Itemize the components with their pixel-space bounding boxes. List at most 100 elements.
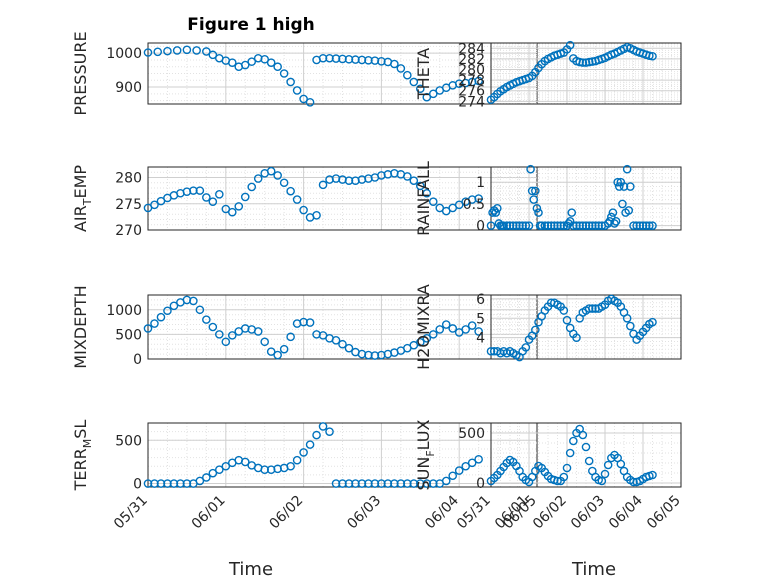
data-point <box>195 476 205 486</box>
data-point <box>169 479 179 488</box>
data-point <box>215 330 224 339</box>
data-point <box>331 54 341 63</box>
data-point <box>645 51 654 61</box>
data-point <box>648 317 657 327</box>
data-point <box>163 479 172 488</box>
data-point <box>247 57 257 66</box>
data-point <box>227 331 237 340</box>
data-point <box>448 471 458 481</box>
data-point <box>531 186 540 196</box>
data-point <box>415 84 425 94</box>
y-tick-label: 1 <box>476 175 485 191</box>
data-point <box>325 53 334 63</box>
data-point <box>600 469 610 479</box>
data-point <box>448 324 458 333</box>
data-point <box>156 479 166 488</box>
data-point <box>629 477 638 487</box>
data-point <box>486 221 496 230</box>
data-point <box>325 427 334 436</box>
data-point <box>150 319 159 328</box>
data-point <box>331 479 341 488</box>
data-point <box>215 189 224 199</box>
data-point <box>575 221 584 230</box>
data-point <box>253 174 263 183</box>
data-point <box>461 461 470 471</box>
data-point <box>540 221 550 230</box>
data-point <box>208 197 218 206</box>
data-point <box>474 194 483 203</box>
data-point <box>266 166 276 176</box>
data-point <box>488 208 497 217</box>
data-point <box>195 305 205 315</box>
data-point <box>286 332 295 342</box>
data-point <box>581 58 591 67</box>
data-point <box>521 221 531 230</box>
data-point <box>454 466 464 475</box>
data-point <box>153 47 163 57</box>
data-point <box>626 321 635 331</box>
data-point <box>240 457 250 467</box>
data-point <box>143 324 153 333</box>
data-point <box>594 221 603 230</box>
data-point <box>467 458 477 468</box>
y-tick-label: 4 <box>476 331 485 347</box>
data-point <box>521 343 531 352</box>
data-point <box>364 55 373 65</box>
data-point <box>493 203 502 213</box>
data-point <box>415 181 425 191</box>
data-point <box>635 221 645 230</box>
data-point <box>202 47 211 56</box>
data-point <box>435 325 445 334</box>
x-tick-label: 06/01 <box>189 493 229 533</box>
data-point <box>597 476 607 486</box>
data-point <box>299 448 308 457</box>
subplot-pressure: 900 1000 PRESSURE <box>71 31 538 116</box>
y-tick-label: 275 <box>115 197 142 213</box>
data-point <box>499 221 508 230</box>
data-point <box>150 479 159 488</box>
data-point <box>588 221 597 230</box>
data-point <box>357 55 367 65</box>
y-tick-label: 278 <box>458 73 485 89</box>
x-axis-label-left: Time <box>228 559 273 580</box>
data-point <box>527 186 537 196</box>
y-axis-label: RAINFALL <box>414 161 433 236</box>
data-point <box>189 296 198 306</box>
data-point <box>143 479 153 488</box>
data-point <box>641 221 651 230</box>
y-tick-label: 284 <box>458 41 485 57</box>
data-point <box>260 337 270 347</box>
data-point <box>279 178 289 188</box>
data-point <box>253 327 263 336</box>
data-point <box>505 221 515 230</box>
data-point <box>415 337 425 347</box>
data-point <box>273 350 282 360</box>
data-point <box>215 465 224 475</box>
y-tick-label: 280 <box>115 171 142 187</box>
data-point <box>578 58 588 67</box>
data-point <box>318 53 328 63</box>
y-tick-label: 0 <box>133 352 142 368</box>
data-point <box>546 221 556 230</box>
data-point <box>390 479 399 488</box>
data-point <box>208 468 218 478</box>
subplot-sun_flux: 0500SUNFLUX05/3106/0106/0206/0306/0406/0… <box>414 419 684 532</box>
x-tick-label: 06/03 <box>344 493 384 533</box>
data-point <box>512 221 521 230</box>
data-point <box>182 45 192 55</box>
data-point <box>357 479 367 488</box>
data-point <box>502 221 512 230</box>
data-point <box>610 219 619 228</box>
y-tick-label: 282 <box>458 52 485 68</box>
data-point <box>550 221 559 230</box>
y-tick-label: 280 <box>458 63 485 79</box>
data-point <box>543 221 553 230</box>
data-point <box>567 208 577 217</box>
data-point <box>403 479 412 488</box>
data-point <box>150 200 159 210</box>
data-point <box>531 325 540 335</box>
data-point <box>562 463 572 473</box>
axes-box <box>490 166 682 231</box>
data-point <box>559 306 569 315</box>
data-point <box>474 455 483 464</box>
